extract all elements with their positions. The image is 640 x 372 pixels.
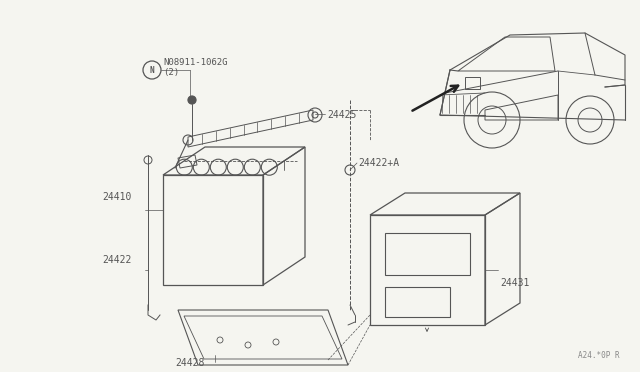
Text: 24431: 24431 [500,278,529,288]
Text: N: N [150,65,154,74]
Text: 24422: 24422 [102,255,131,265]
Text: N08911-1062G: N08911-1062G [163,58,227,67]
Text: 24410: 24410 [102,192,131,202]
Text: (2): (2) [163,68,179,77]
Circle shape [188,96,196,104]
Text: 24425: 24425 [327,110,356,120]
Text: A24.*0P R: A24.*0P R [579,351,620,360]
Text: 24428: 24428 [175,358,204,368]
Text: 24422+A: 24422+A [358,158,399,168]
